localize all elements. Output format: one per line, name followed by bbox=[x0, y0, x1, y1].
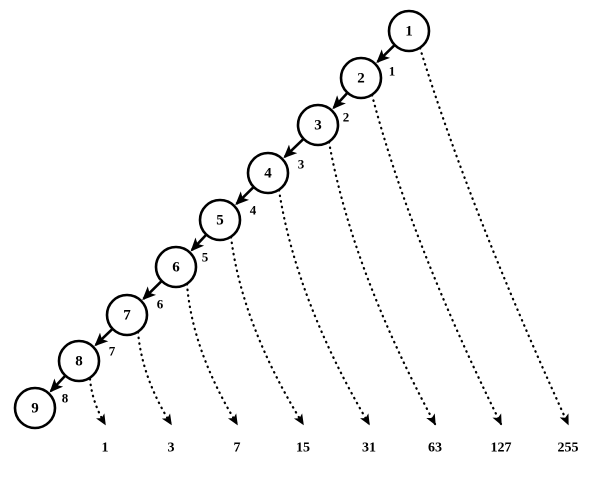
edge-label-n8-n9: 8 bbox=[62, 391, 69, 406]
node-label-8: 8 bbox=[75, 354, 83, 370]
leaf-value-15: 15 bbox=[296, 441, 310, 456]
edge-labels-group: 1 2 3 4 5 6 7 8 bbox=[62, 64, 396, 406]
dotted-edge-n3-to-L6 bbox=[327, 140, 437, 426]
solid-edge-n2-to-n3 bbox=[332, 92, 349, 110]
solid-edge-n3-to-n4 bbox=[283, 138, 305, 159]
solid-edges-group bbox=[49, 44, 396, 393]
node-1[interactable]: 1 bbox=[387, 9, 431, 53]
node-circle-5 bbox=[198, 198, 242, 242]
solid-edge-n8-to-n9 bbox=[49, 375, 66, 393]
node-circle-1 bbox=[387, 9, 431, 53]
dotted-edge-n7-to-L2 bbox=[136, 330, 173, 426]
edge-label-n7-n8: 7 bbox=[109, 344, 116, 359]
leaf-value-127: 127 bbox=[491, 441, 512, 456]
node-4[interactable]: 4 bbox=[246, 151, 290, 195]
solid-edge-n1-to-n2 bbox=[376, 44, 396, 64]
node-label-9: 9 bbox=[31, 401, 39, 417]
edge-label-n6-n7: 6 bbox=[157, 297, 164, 312]
nodes-group: 1 2 3 4 5 6 7 8 9 bbox=[13, 9, 431, 430]
solid-edge-n5-to-n6 bbox=[190, 234, 207, 252]
node-3[interactable]: 3 bbox=[296, 103, 340, 147]
edge-label-n5-n6: 5 bbox=[202, 250, 209, 265]
node-label-6: 6 bbox=[172, 260, 180, 276]
node-circle-6 bbox=[154, 245, 198, 289]
dotted-edge-n5-to-L4 bbox=[229, 235, 305, 426]
edge-label-n3-n4: 3 bbox=[298, 157, 305, 172]
leaf-labels-group: 1 3 7 15 31 63 127 255 bbox=[102, 441, 579, 456]
dotted-edge-n2-to-L7 bbox=[370, 93, 503, 426]
node-circle-8 bbox=[57, 339, 101, 383]
node-circle-9 bbox=[13, 386, 57, 430]
dotted-edge-n1-to-L8 bbox=[418, 46, 570, 426]
node-label-3: 3 bbox=[314, 118, 322, 134]
edge-label-n2-n3: 2 bbox=[343, 110, 350, 125]
node-label-5: 5 bbox=[216, 213, 224, 229]
node-9[interactable]: 9 bbox=[13, 386, 57, 430]
node-5[interactable]: 5 bbox=[198, 198, 242, 242]
solid-edge-n6-to-n7 bbox=[142, 280, 163, 301]
node-label-2: 2 bbox=[357, 71, 365, 87]
edge-label-n1-n2: 1 bbox=[389, 64, 396, 79]
node-label-1: 1 bbox=[405, 24, 413, 40]
node-circle-7 bbox=[105, 293, 149, 337]
node-label-7: 7 bbox=[123, 308, 131, 324]
node-8[interactable]: 8 bbox=[57, 339, 101, 383]
node-2[interactable]: 2 bbox=[339, 56, 383, 100]
dotted-edges-group bbox=[88, 46, 570, 426]
dotted-edge-n4-to-L5 bbox=[277, 188, 371, 426]
leaf-value-255: 255 bbox=[558, 441, 579, 456]
node-circle-2 bbox=[339, 56, 383, 100]
edge-label-n4-n5: 4 bbox=[250, 203, 257, 218]
dotted-edge-n8-to-L1 bbox=[88, 377, 107, 426]
node-label-4: 4 bbox=[264, 166, 272, 182]
node-7[interactable]: 7 bbox=[105, 293, 149, 337]
node-circle-4 bbox=[246, 151, 290, 195]
node-6[interactable]: 6 bbox=[154, 245, 198, 289]
leaf-value-7: 7 bbox=[234, 441, 241, 456]
dotted-edge-n6-to-L3 bbox=[185, 282, 239, 426]
solid-edge-n7-to-n8 bbox=[94, 328, 114, 347]
leaf-value-1: 1 bbox=[102, 441, 109, 456]
leaf-value-63: 63 bbox=[428, 441, 442, 456]
solid-edge-n4-to-n5 bbox=[235, 186, 255, 206]
leaf-value-31: 31 bbox=[362, 441, 376, 456]
node-circle-3 bbox=[296, 103, 340, 147]
leaf-value-3: 3 bbox=[168, 441, 175, 456]
